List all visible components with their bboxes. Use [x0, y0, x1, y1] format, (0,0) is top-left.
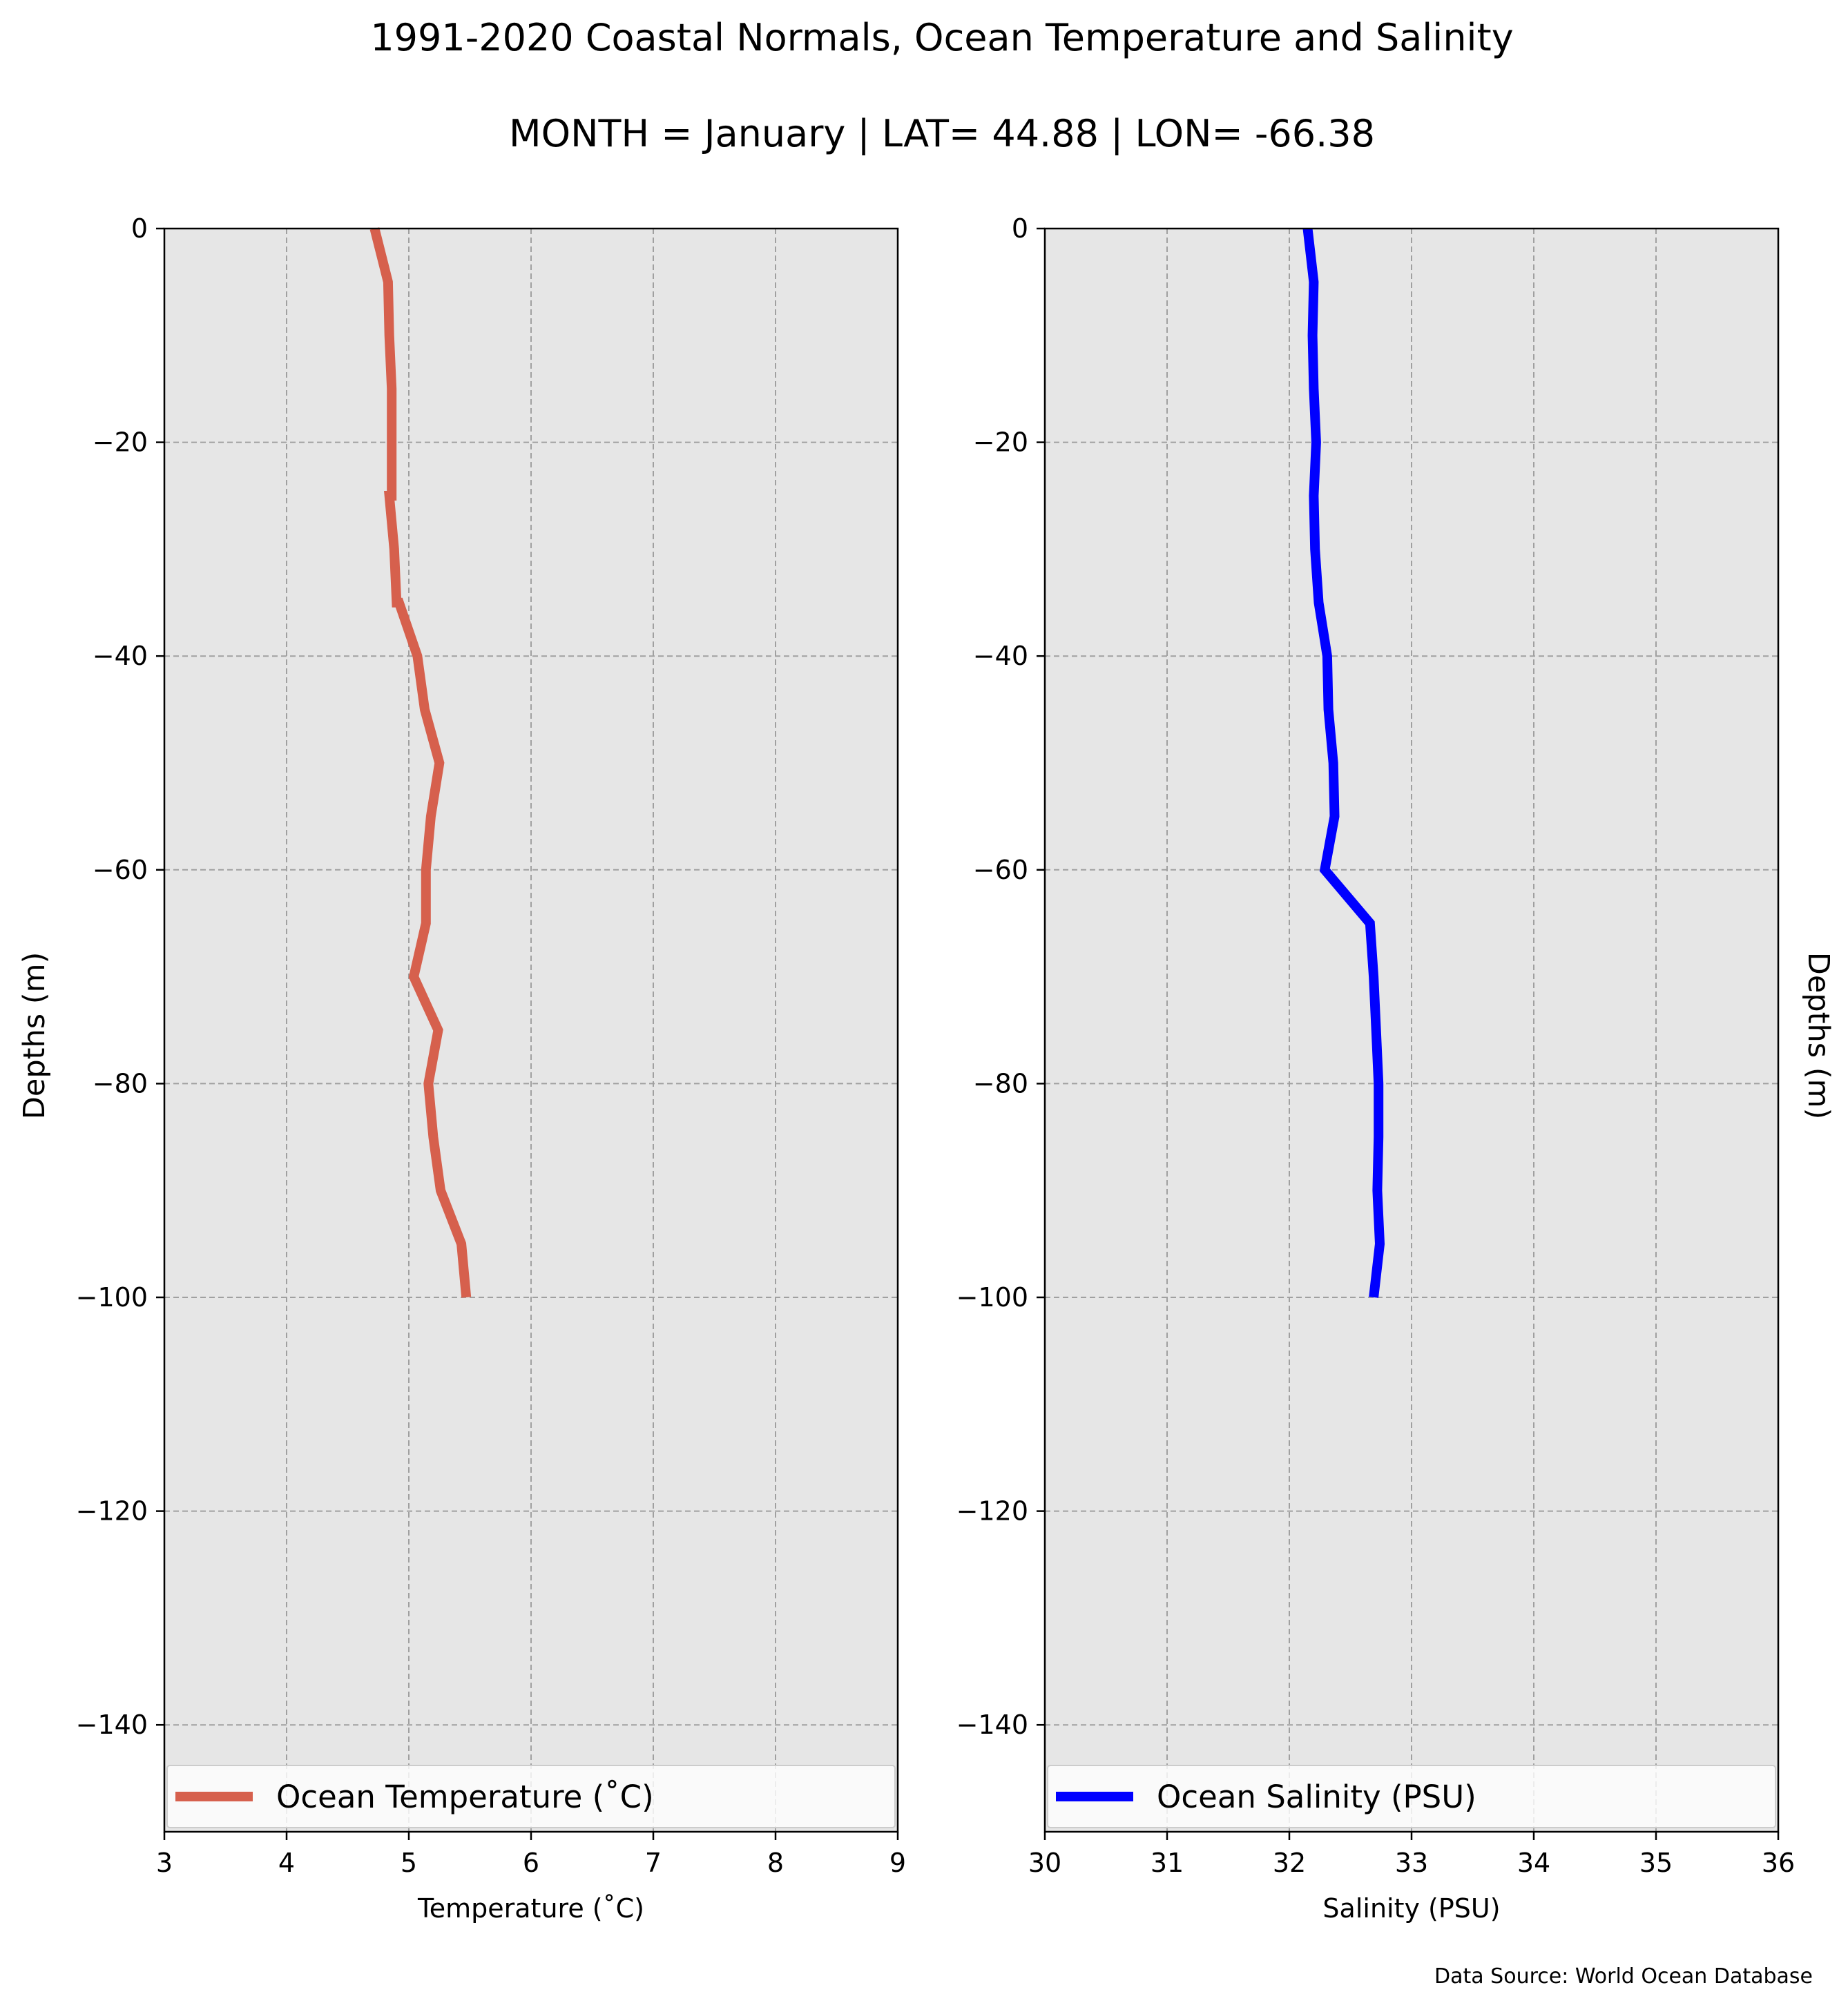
x-tick-label: 4 — [278, 1848, 295, 1878]
x-tick-label: 8 — [767, 1848, 784, 1878]
legend-label: Ocean Salinity (PSU) — [1157, 1779, 1476, 1815]
y-tick-label: −60 — [973, 855, 1028, 885]
y-axis-label: Depths (m) — [17, 952, 52, 1119]
x-tick-label: 33 — [1395, 1848, 1428, 1878]
legend-box — [166, 1765, 896, 1828]
chart-title: 1991-2020 Coastal Normals, Ocean Tempera… — [370, 16, 1513, 59]
x-tick-label: 35 — [1639, 1848, 1673, 1878]
legend: Ocean Temperature (˚C) — [166, 1765, 896, 1828]
legend: Ocean Salinity (PSU) — [1047, 1765, 1776, 1828]
x-tick-label: 32 — [1273, 1848, 1306, 1878]
x-tick-label: 5 — [401, 1848, 417, 1878]
y-axis-label: Depths (m) — [1801, 952, 1836, 1119]
x-axis-label: Salinity (PSU) — [1322, 1893, 1500, 1924]
x-tick-label: 7 — [645, 1848, 662, 1878]
y-tick-label: −100 — [76, 1282, 148, 1313]
x-tick-label: 31 — [1151, 1848, 1184, 1878]
series-line — [369, 227, 472, 1298]
legend-box — [1047, 1765, 1776, 1828]
x-tick-label: 30 — [1028, 1848, 1061, 1878]
x-tick-label: 34 — [1517, 1848, 1550, 1878]
y-tick-label: −20 — [973, 427, 1028, 458]
y-tick-label: −120 — [956, 1496, 1028, 1527]
y-tick-label: −20 — [93, 427, 148, 458]
x-tick-label: 36 — [1762, 1848, 1795, 1878]
x-axis-label: Temperature (˚C) — [417, 1893, 644, 1924]
chart-panel-1: 0 −20 −40 −60 −80 −100 −120 −140 3 4 5 6 7 8 9 Temperat… — [17, 213, 906, 1924]
y-tick-label: −60 — [93, 855, 148, 885]
chart-subtitle: MONTH = January | LAT= 44.88 | LON= -66.… — [509, 112, 1375, 155]
data-source-note: Data Source: World Ocean Database — [1434, 1964, 1813, 1989]
series-line — [1302, 228, 1385, 1298]
chart-panel-2: 0 −20 −40 −60 −80 −100 −120 −140 30 31 32 33 34 35 36 S… — [956, 213, 1836, 1924]
y-tick-label: −80 — [93, 1068, 148, 1099]
y-tick-label: −140 — [76, 1710, 148, 1740]
y-tick-label: −40 — [973, 641, 1028, 671]
y-tick-label: 0 — [1012, 213, 1028, 244]
y-tick-label: −40 — [93, 641, 148, 671]
y-tick-label: 0 — [131, 213, 148, 244]
y-tick-label: −140 — [956, 1710, 1028, 1740]
y-tick-label: −120 — [76, 1496, 148, 1527]
legend-label: Ocean Temperature (˚C) — [276, 1779, 654, 1815]
y-tick-label: −80 — [973, 1068, 1028, 1099]
x-tick-label: 9 — [889, 1848, 906, 1878]
x-tick-label: 6 — [523, 1848, 539, 1878]
y-tick-label: −100 — [956, 1282, 1028, 1313]
x-tick-label: 3 — [156, 1848, 173, 1878]
